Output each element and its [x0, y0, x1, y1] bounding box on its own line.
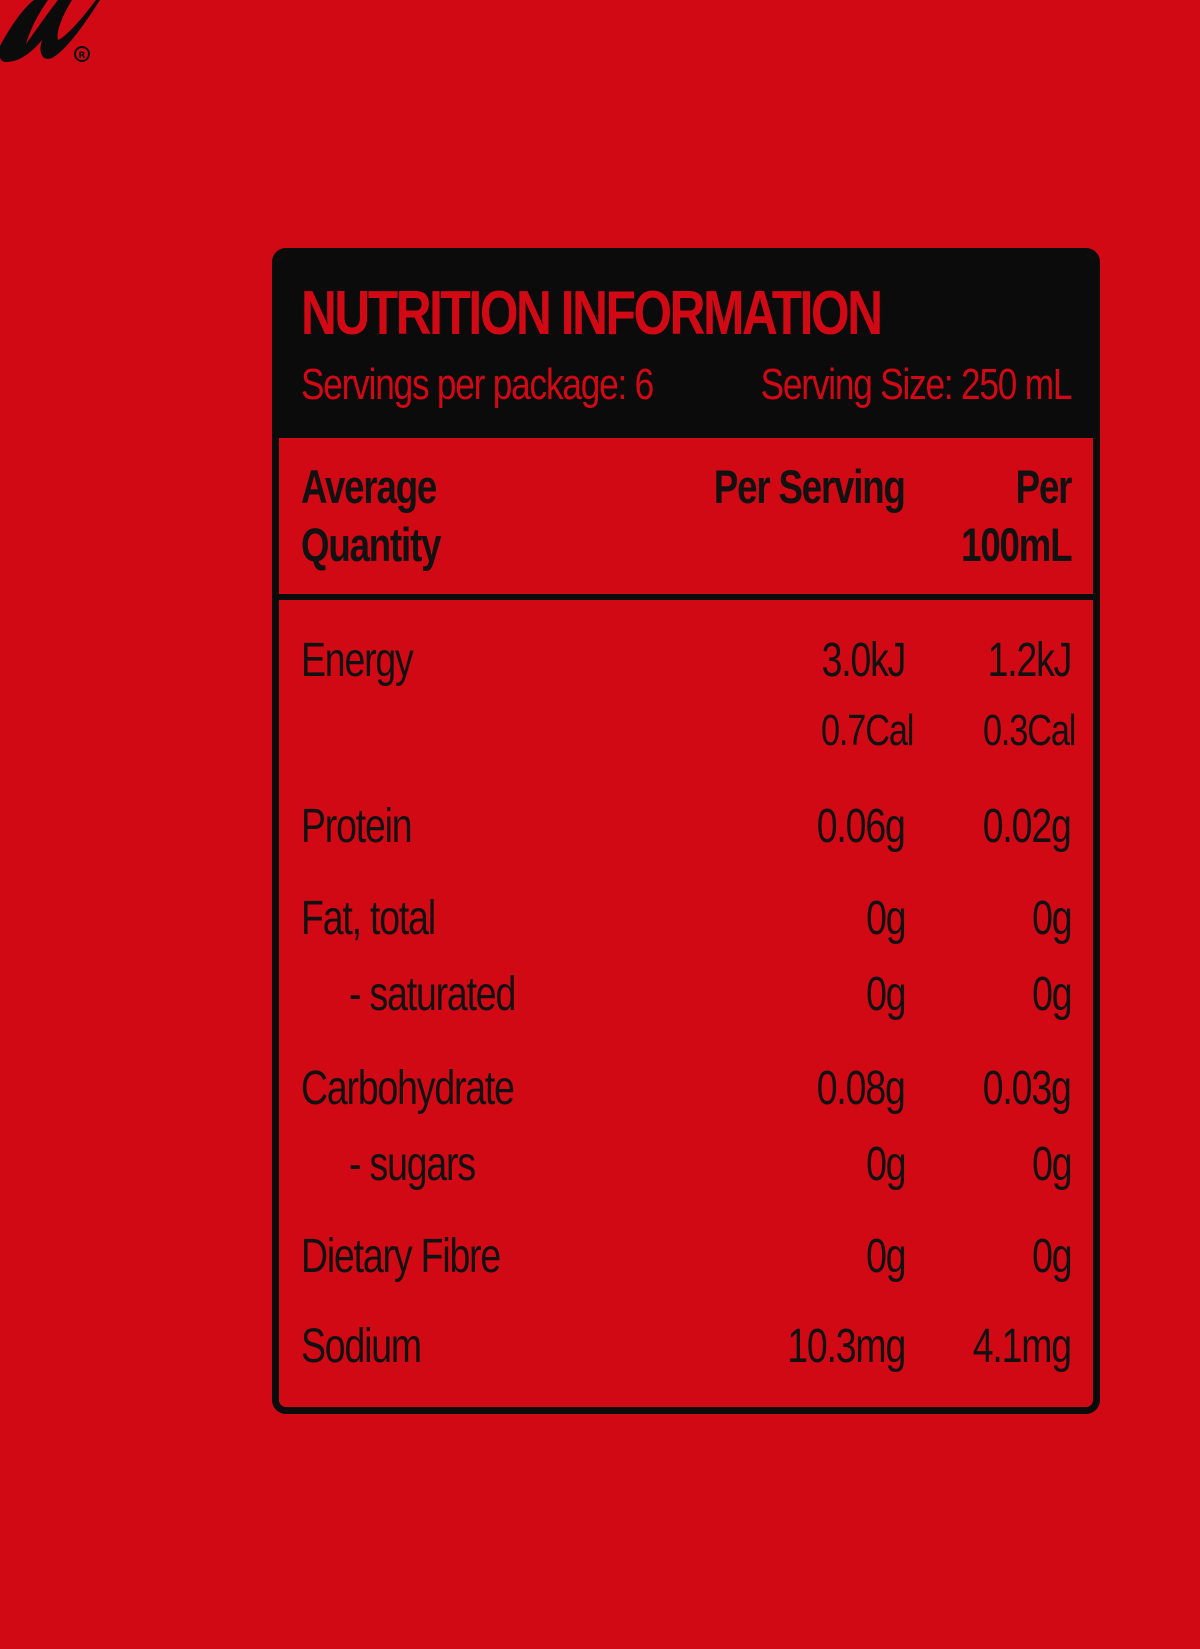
row-label: Protein: [301, 800, 413, 853]
per-100ml-value: 0g: [1031, 892, 1072, 945]
nutrition-information-panel: NUTRITION INFORMATION Servings per packa…: [272, 248, 1100, 1414]
per-serving-value: 0g: [865, 892, 906, 945]
per-100ml-value: 0.3Cal: [982, 706, 1076, 755]
brand-logo-fragment: R: [0, 0, 100, 62]
per-serving-value: 0.7Cal: [820, 706, 914, 755]
per-100ml-value: 4.1mg: [972, 1320, 1072, 1373]
column-header-quantity-line2: Quantity: [301, 518, 441, 571]
per-100ml-value: 0.03g: [983, 1062, 1072, 1115]
per-serving-value: 0g: [865, 1138, 906, 1191]
per-serving-value: 10.3mg: [787, 1320, 906, 1373]
row-label: Fat, total: [301, 892, 436, 945]
per-100ml-value: 0g: [1031, 1138, 1072, 1191]
row-label: Carbohydrate: [301, 1062, 515, 1115]
column-header-quantity-line1: Average: [301, 460, 437, 513]
column-header-per-100ml-line2: 100mL: [960, 518, 1072, 571]
per-100ml-value: 1.2kJ: [987, 634, 1072, 687]
per-serving-value: 0.08g: [817, 1062, 906, 1115]
column-header-per-serving: Per Serving: [714, 460, 906, 513]
row-label: Sodium: [301, 1320, 422, 1373]
per-100ml-value: 0.02g: [983, 800, 1072, 853]
row-label: - sugars: [349, 1138, 476, 1191]
registered-trademark-icon: [74, 46, 90, 62]
per-serving-value: 0g: [865, 1230, 906, 1283]
serving-size: Serving Size: 250 mL: [760, 360, 1072, 409]
svg-text:R: R: [79, 51, 86, 61]
per-serving-value: 0.06g: [817, 800, 906, 853]
logo-script-mark: [0, 0, 100, 62]
row-label: Energy: [301, 634, 414, 687]
panel-title: NUTRITION INFORMATION: [301, 279, 883, 348]
per-serving-value: 0g: [865, 968, 906, 1021]
per-100ml-value: 0g: [1031, 1230, 1072, 1283]
per-serving-value: 3.0kJ: [821, 634, 906, 687]
column-header-per-100ml-line1: Per: [1015, 460, 1072, 513]
panel-header: NUTRITION INFORMATION Servings per packa…: [279, 255, 1093, 438]
row-label: - saturated: [349, 968, 516, 1021]
row-label: Dietary Fibre: [301, 1230, 501, 1283]
header-divider: [279, 594, 1093, 600]
servings-per-package: Servings per package: 6: [301, 360, 654, 409]
per-100ml-value: 0g: [1031, 968, 1072, 1021]
